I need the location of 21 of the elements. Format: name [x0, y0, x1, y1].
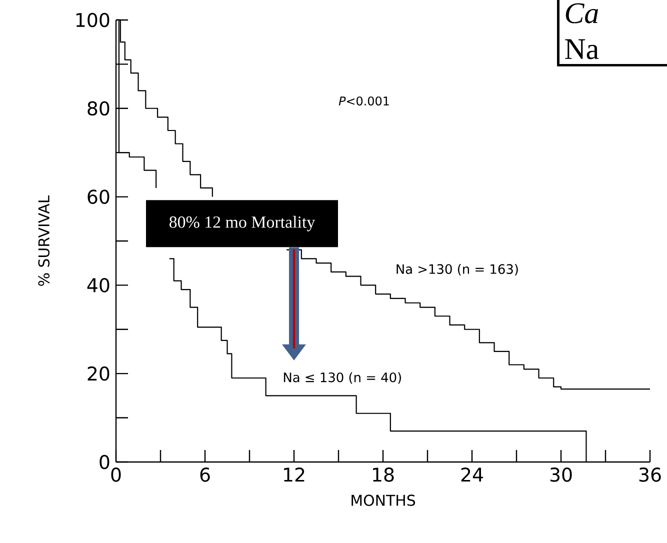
x-tick-label: 18 [373, 468, 394, 482]
series-label: Na ≤ 130 (n = 40) [284, 372, 401, 384]
y-tick-label: 80 [88, 101, 110, 116]
x-axis-title: MONTHS [352, 494, 416, 506]
x-tick-label: 6 [200, 468, 210, 482]
annotation: Na [565, 39, 599, 60]
y-tick-label: 60 [88, 190, 110, 204]
y-tick-label: 20 [88, 366, 110, 381]
x-tick-label: 36 [639, 468, 661, 482]
annotation: Ca [566, 3, 598, 24]
y-tick-label: 100 [76, 12, 110, 28]
y-tick-label: 40 [87, 278, 110, 292]
y-tick-label: 0 [100, 454, 110, 470]
x-tick-label: 24 [461, 468, 483, 482]
annotation: P<0.001 [338, 96, 389, 106]
x-tick-label: 30 [550, 468, 572, 482]
series-label: Na >130 (n = 163) [396, 264, 518, 276]
annotation: 80% 12 mo Mortality [169, 216, 316, 232]
x-tick-label: 0 [111, 468, 121, 482]
y-axis-title: % SURVIVAL [38, 195, 50, 286]
x-tick-label: 12 [284, 468, 304, 482]
